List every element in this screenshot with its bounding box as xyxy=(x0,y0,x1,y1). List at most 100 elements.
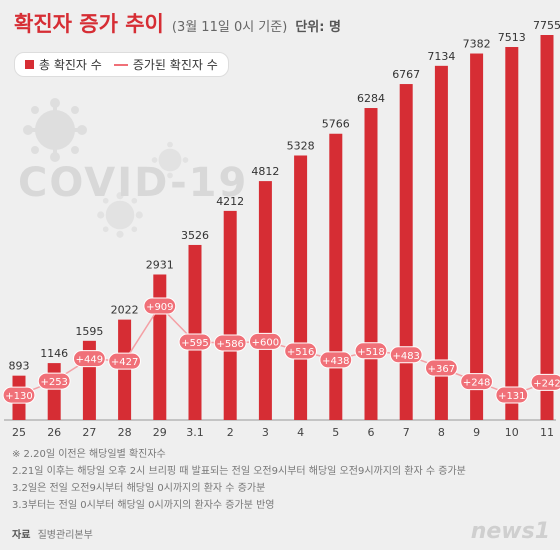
bar-value-label: 7755 xyxy=(533,19,560,32)
x-tick-label: 3.1 xyxy=(186,426,204,439)
source-text: 질병관리본부 xyxy=(37,530,93,541)
x-tick-label: 3 xyxy=(262,426,269,439)
legend-line-swatch xyxy=(113,63,128,66)
virus-decoration-icon xyxy=(97,192,143,238)
increase-point xyxy=(178,333,212,351)
bar-value-label: 7134 xyxy=(427,50,455,63)
footnote: 3.3부터는 전일 0시부터 해당일 0시까지의 환자수 증가분 반영 xyxy=(12,500,275,511)
source: 자료 질병관리본부 xyxy=(12,526,93,541)
virus-decoration-icon xyxy=(151,141,189,179)
bar-value-label: 5328 xyxy=(287,139,315,152)
increase-line xyxy=(18,304,548,396)
bar xyxy=(470,53,484,420)
legend-increase-label: 증가된 확진자 수 xyxy=(132,58,218,72)
increase-value-label: +130 xyxy=(5,391,32,402)
bar xyxy=(505,47,519,420)
chart-subtitle: (3월 11일 0시 기준) xyxy=(171,20,288,35)
x-tick-label: 8 xyxy=(438,426,445,439)
bar xyxy=(47,363,61,420)
increase-value-label: +909 xyxy=(146,302,173,313)
increase-value-label: +438 xyxy=(322,356,349,367)
x-tick-label: 6 xyxy=(368,426,375,439)
bar xyxy=(258,181,272,420)
increase-value-label: +427 xyxy=(111,357,138,368)
bar-value-label: 2022 xyxy=(111,304,139,317)
x-tick-label: 29 xyxy=(153,426,167,439)
title-block: 확진자 증가 추이 (3월 11일 0시 기준) 단위: 명 xyxy=(14,8,341,38)
increase-point xyxy=(530,373,560,391)
increase-value-label: +367 xyxy=(428,364,455,375)
increase-value-label: +516 xyxy=(287,347,314,358)
bar-value-label: 3526 xyxy=(181,229,209,242)
x-tick-label: 7 xyxy=(403,426,410,439)
increase-point xyxy=(143,297,177,315)
unit-label: 단위: 명 xyxy=(295,20,341,35)
bar xyxy=(329,133,343,420)
increase-value-label: +248 xyxy=(463,378,490,389)
bar xyxy=(434,65,448,421)
source-label: 자료 xyxy=(12,530,31,541)
increase-point xyxy=(319,351,353,369)
increase-value-label: +595 xyxy=(181,338,208,349)
footnote: ※ 2.20일 이전은 해당일별 확진자수 xyxy=(12,449,166,460)
bar-value-label: 4212 xyxy=(216,195,244,208)
virus-decoration-icon xyxy=(23,98,87,162)
chart: 8932511462615952720222829312935263.14212… xyxy=(2,19,560,439)
bar xyxy=(364,108,378,420)
x-tick-label: 5 xyxy=(332,426,339,439)
increase-point xyxy=(2,386,36,404)
x-tick-label: 11 xyxy=(540,426,554,439)
increase-value-label: +449 xyxy=(76,355,103,366)
bar xyxy=(188,244,202,420)
increase-point xyxy=(495,386,529,404)
increase-point xyxy=(37,372,71,390)
increase-value-label: +483 xyxy=(392,351,419,362)
footnotes: ※ 2.20일 이전은 해당일별 확진자수 2.21일 이후는 해당일 오후 2… xyxy=(12,446,466,514)
x-tick-label: 25 xyxy=(12,426,26,439)
bar xyxy=(399,84,413,420)
increase-value-label: +586 xyxy=(216,339,243,350)
news1-logo: news1 xyxy=(470,519,550,544)
bar-value-label: 6284 xyxy=(357,92,385,105)
chart-title: 확진자 증가 추이 xyxy=(14,12,164,36)
increase-point xyxy=(284,342,318,360)
bar-value-label: 893 xyxy=(9,360,30,373)
legend-total-label: 총 확진자 수 xyxy=(39,58,102,72)
bar xyxy=(540,35,554,420)
bar-value-label: 6767 xyxy=(392,68,420,81)
bar-value-label: 5766 xyxy=(322,118,350,131)
increase-point xyxy=(460,373,494,391)
increase-value-label: +131 xyxy=(498,391,525,402)
increase-point xyxy=(213,334,247,352)
increase-value-label: +518 xyxy=(357,347,384,358)
increase-point xyxy=(108,352,141,370)
x-tick-label: 28 xyxy=(118,426,132,439)
bar-value-label: 1595 xyxy=(75,325,103,338)
bar-value-label: 7513 xyxy=(498,31,526,44)
bar-value-label: 1146 xyxy=(40,347,68,360)
increase-value-label: +253 xyxy=(40,377,67,388)
x-tick-label: 9 xyxy=(473,426,480,439)
covid-watermark: COVID-19 xyxy=(18,160,249,206)
increase-point xyxy=(389,346,423,364)
legend-bar-swatch xyxy=(25,60,34,69)
x-tick-label: 10 xyxy=(505,426,519,439)
bar-value-label: 4812 xyxy=(251,165,279,178)
increase-point xyxy=(73,350,106,368)
footnote: 2.21일 이후는 해당일 오후 2시 브리핑 때 발표되는 전일 오전9시부터… xyxy=(12,466,466,477)
legend: 총 확진자 수 증가된 확진자 수 xyxy=(14,52,229,77)
bar xyxy=(153,274,167,420)
x-tick-label: 2 xyxy=(227,426,234,439)
bar xyxy=(223,210,237,420)
increase-value-label: +242 xyxy=(533,378,560,389)
bar-value-label: 2931 xyxy=(146,258,174,271)
x-tick-label: 27 xyxy=(82,426,96,439)
increase-point xyxy=(354,342,388,360)
increase-point xyxy=(425,359,458,377)
bar-value-label: 7382 xyxy=(463,38,491,51)
x-tick-label: 26 xyxy=(47,426,61,439)
footnote: 3.2일은 전일 오전9시부터 해당일 0시까지의 환자 수 증가분 xyxy=(12,483,266,494)
increase-point xyxy=(249,332,282,350)
x-tick-label: 4 xyxy=(297,426,304,439)
increase-value-label: +600 xyxy=(252,337,279,348)
